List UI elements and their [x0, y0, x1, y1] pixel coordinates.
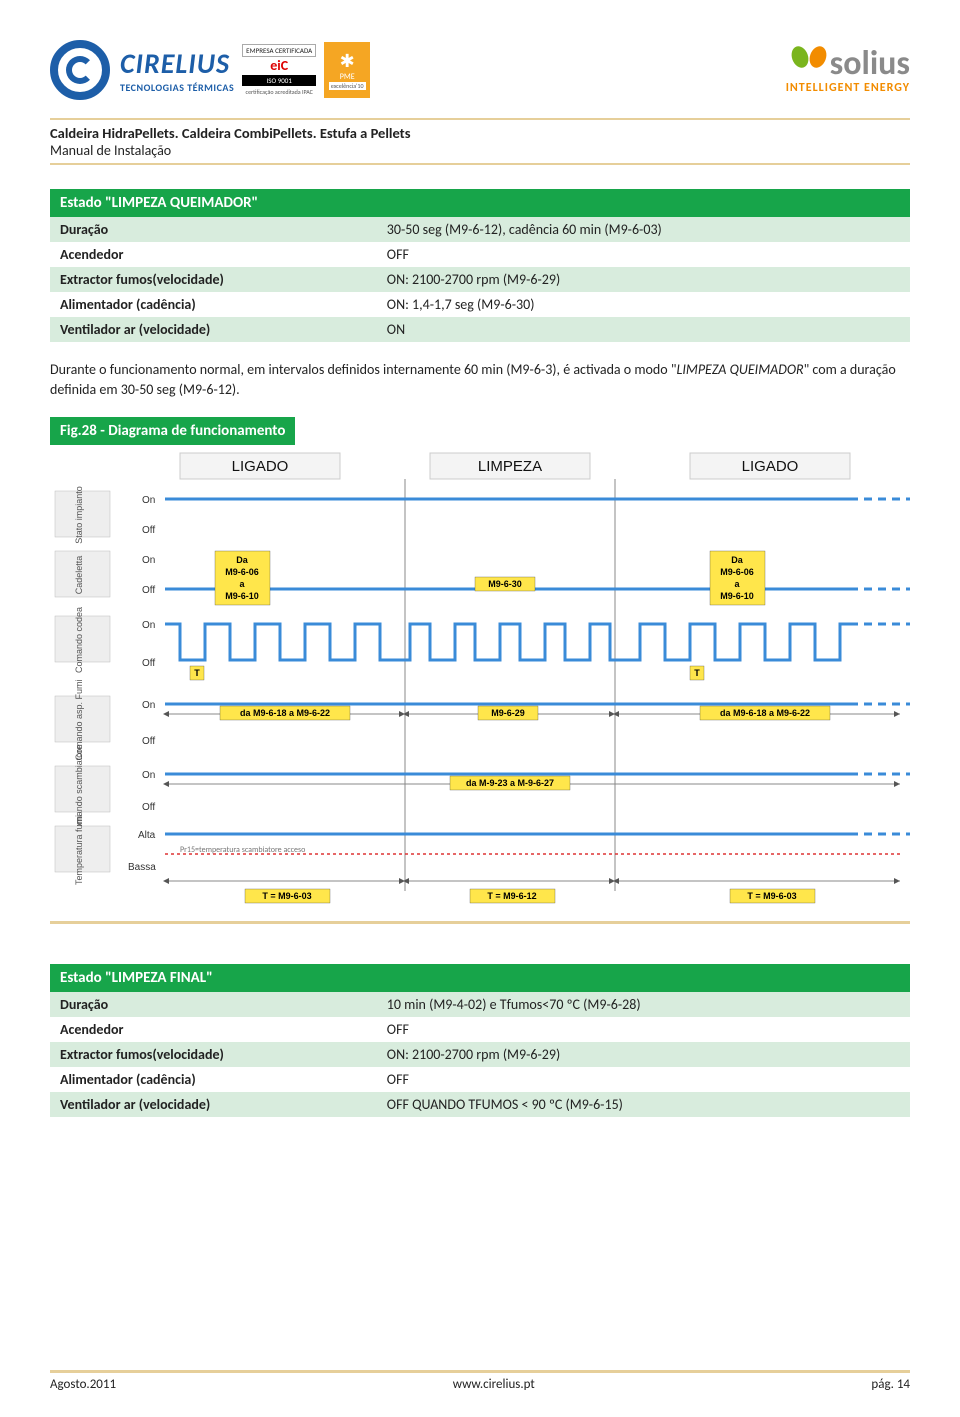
- cirelius-name: CIRELIUS: [120, 46, 234, 81]
- svg-text:Alta: Alta: [138, 830, 156, 841]
- svg-text:Off: Off: [142, 525, 155, 536]
- svg-text:T: T: [194, 668, 200, 678]
- svg-text:Pr15=temperatura scambiatore a: Pr15=temperatura scambiatore acceso: [180, 845, 305, 855]
- table-row: AcendedorOFF: [50, 1017, 910, 1042]
- state-limpeza: LIMPEZA: [478, 458, 542, 475]
- svg-text:da M9-6-18 a M9-6-22: da M9-6-18 a M9-6-22: [720, 708, 810, 718]
- svg-text:Cadeletta: Cadeletta: [74, 556, 84, 595]
- svg-text:M9-6-06: M9-6-06: [225, 567, 259, 577]
- svg-text:M9-6-10: M9-6-10: [225, 591, 259, 601]
- svg-text:On: On: [142, 620, 155, 631]
- title-block: Caldeira HidraPellets. Caldeira CombiPel…: [50, 118, 910, 165]
- svg-text:da M9-6-18 a M9-6-22: da M9-6-18 a M9-6-22: [240, 708, 330, 718]
- table-row: Extractor fumos(velocidade)ON: 2100-2700…: [50, 1042, 910, 1067]
- footer-url: www.cirelius.pt: [453, 1377, 535, 1392]
- page-footer: Agosto.2011 www.cirelius.pt pág. 14: [50, 1370, 910, 1392]
- svg-text:Off: Off: [142, 658, 155, 669]
- page-header: CIRELIUS TECNOLOGIAS TÉRMICAS EMPRESA CE…: [50, 40, 910, 100]
- svg-text:Temperatura fumi: Temperatura fumi: [74, 815, 84, 885]
- table-row: Alimentador (cadência)ON: 1,4-1,7 seg (M…: [50, 292, 910, 317]
- table-row: Extractor fumos(velocidade)ON: 2100-2700…: [50, 267, 910, 292]
- svg-text:Comando codea: Comando codea: [74, 607, 84, 673]
- solius-icon: [792, 40, 826, 74]
- star-icon: ✱: [340, 50, 355, 72]
- svg-text:Da: Da: [731, 555, 743, 565]
- doc-title: Caldeira HidraPellets. Caldeira CombiPel…: [50, 124, 910, 142]
- table-row: Ventilador ar (velocidade)ON: [50, 317, 910, 342]
- state-ligado-2: LIGADO: [742, 458, 799, 475]
- table1-header: Estado "LIMPEZA QUEIMADOR": [50, 189, 910, 217]
- svg-text:T = M9-6-03: T = M9-6-03: [262, 891, 311, 901]
- svg-text:On: On: [142, 700, 155, 711]
- footer-page: pág. 14: [871, 1377, 910, 1392]
- cert-badges: EMPRESA CERTIFICADA eiC ISO 9001 certifi…: [242, 44, 316, 96]
- svg-text:Off: Off: [142, 802, 155, 813]
- svg-text:M9-6-29: M9-6-29: [491, 708, 525, 718]
- header-left: CIRELIUS TECNOLOGIAS TÉRMICAS EMPRESA CE…: [50, 40, 370, 100]
- svg-text:Off: Off: [142, 736, 155, 747]
- solius-logo: solius INTELLIGENT ENERGY: [786, 40, 910, 95]
- cirelius-tagline: TECNOLOGIAS TÉRMICAS: [120, 81, 234, 94]
- diagram-fig28: LIGADO LIMPEZA LIGADO Stato impianto Cade…: [50, 451, 910, 924]
- state-ligado-1: LIGADO: [232, 458, 289, 475]
- figure-caption: Fig.28 - Diagrama de funcionamento: [50, 417, 295, 445]
- svg-text:T = M9-6-03: T = M9-6-03: [747, 891, 796, 901]
- table-row: AcendedorOFF: [50, 242, 910, 267]
- svg-text:Stato impianto: Stato impianto: [74, 486, 84, 544]
- table2-header: Estado "LIMPEZA FINAL": [50, 964, 910, 992]
- svg-text:T: T: [694, 668, 700, 678]
- svg-text:T = M9-6-12: T = M9-6-12: [487, 891, 536, 901]
- svg-text:M9-6-30: M9-6-30: [488, 579, 522, 589]
- svg-text:On: On: [142, 555, 155, 566]
- table-limpeza-final: Duração10 min (M9-4-02) e Tfumos<70 ºC (…: [50, 992, 910, 1117]
- cirelius-logo: CIRELIUS TECNOLOGIAS TÉRMICAS: [50, 40, 234, 100]
- svg-text:M9-6-10: M9-6-10: [720, 591, 754, 601]
- svg-text:On: On: [142, 770, 155, 781]
- doc-subtitle: Manual de Instalação: [50, 142, 910, 159]
- svg-text:Bassa: Bassa: [128, 862, 156, 873]
- table-limpeza-queimador: Duração30-50 seg (M9-6-12), cadência 60 …: [50, 217, 910, 342]
- table-row: Duração30-50 seg (M9-6-12), cadência 60 …: [50, 217, 910, 242]
- svg-text:On: On: [142, 495, 155, 506]
- pme-badge: ✱ PME excelência'10: [324, 42, 370, 98]
- table-row: Ventilador ar (velocidade)OFF QUANDO TFU…: [50, 1092, 910, 1117]
- svg-text:Da: Da: [236, 555, 248, 565]
- svg-text:da M-9-23 a M-9-6-27: da M-9-23 a M-9-6-27: [466, 778, 554, 788]
- table-row: Alimentador (cadência)OFF: [50, 1067, 910, 1092]
- footer-date: Agosto.2011: [50, 1377, 116, 1392]
- svg-text:Off: Off: [142, 585, 155, 596]
- body-paragraph: Durante o funcionamento normal, em inter…: [50, 360, 910, 399]
- svg-text:M9-6-06: M9-6-06: [720, 567, 754, 577]
- spiral-icon: [50, 40, 110, 100]
- table-row: Duração10 min (M9-4-02) e Tfumos<70 ºC (…: [50, 992, 910, 1017]
